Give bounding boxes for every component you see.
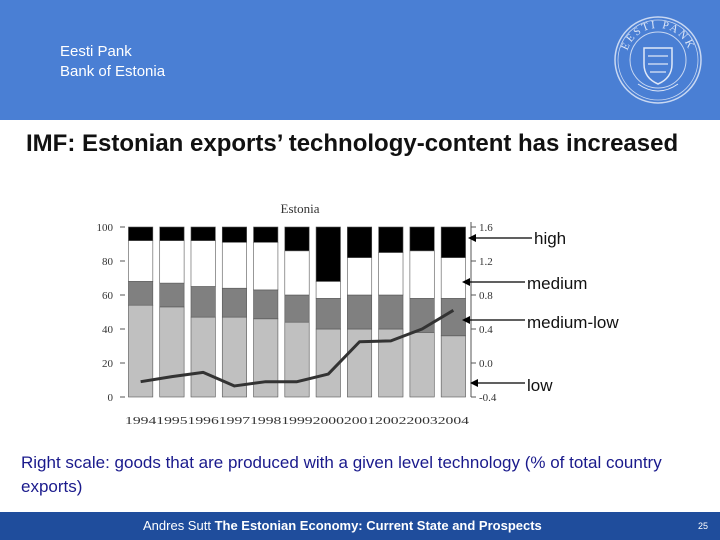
left-tick-label: 20	[102, 358, 114, 370]
left-axis: 100 80 60 40 20 0	[97, 222, 125, 404]
bar-segment-medium	[315, 281, 341, 299]
header-bar: Eesti Pank Bank of Estonia EESTI PANK	[0, 0, 720, 120]
bar-segment-medium-low	[378, 294, 404, 330]
bar-segment-low	[128, 304, 154, 398]
bar-segment-low	[190, 316, 216, 398]
trend-line-path	[140, 309, 455, 388]
left-tick-label: 80	[102, 256, 114, 268]
bar-segment-medium	[253, 242, 279, 291]
left-tick-label: 0	[108, 392, 114, 404]
bar-segment-medium	[159, 240, 185, 284]
org-name-english: Bank of Estonia	[60, 63, 166, 80]
x-tick-label: 1997	[219, 416, 250, 427]
tier-arrow-head	[470, 379, 478, 387]
bar-segment-medium-low	[284, 294, 310, 323]
tier-label-medium: medium	[527, 274, 587, 293]
footer-bar: Andres Sutt The Estonian Economy: Curren…	[0, 512, 720, 540]
bar-segment-low	[253, 318, 279, 398]
left-tick-label: 60	[102, 290, 114, 302]
right-axis: 1.6 1.2 0.8 0.4 0.0 -0.4	[470, 222, 497, 404]
x-tick-label: 1995	[156, 416, 187, 427]
right-tick-label: 1.2	[479, 256, 493, 268]
page-number: 25	[698, 521, 709, 531]
footer-presentation-title: The Estonian Economy: Current State and …	[214, 518, 542, 533]
bar-segment-high	[315, 226, 341, 282]
bar-segment-high	[409, 226, 435, 252]
bar-segment-medium-low	[409, 298, 435, 333]
footer-text: Andres Sutt The Estonian Economy: Curren…	[143, 518, 542, 533]
bar-segment-medium	[409, 250, 435, 299]
right-tick-label: 0.4	[479, 324, 493, 336]
right-scale-caption: Right scale: goods that are produced wit…	[21, 453, 662, 496]
bar-segment-medium	[190, 240, 216, 287]
right-tick-label: 1.6	[479, 222, 493, 234]
exports-technology-chart: Estonia 100 80 60 40 20 0 1.6 1.2 0.8 0.4 0.0 -0.4…	[97, 201, 620, 427]
bar-segment-high	[284, 226, 310, 252]
x-tick-label: 2001	[344, 416, 375, 427]
bar-segment-medium	[378, 252, 404, 296]
bar-segment-medium	[347, 257, 373, 296]
bar-segment-medium-low	[159, 282, 185, 308]
chart-title: Estonia	[281, 201, 320, 216]
tier-labels: high medium medium-low low	[462, 229, 619, 395]
bank-seal-logo: EESTI PANK	[614, 16, 702, 104]
tier-arrow-head	[462, 316, 470, 324]
bar-segment-medium-low	[190, 286, 216, 318]
bar-segment-high	[253, 226, 279, 243]
right-tick-label: 0.0	[479, 358, 493, 370]
bar-segment-low	[284, 321, 310, 398]
x-tick-label: 1999	[281, 416, 312, 427]
left-tick-label: 100	[97, 222, 114, 234]
footer-author: Andres Sutt	[143, 518, 211, 533]
bar-segment-low	[440, 335, 466, 398]
bar-segment-medium-low	[253, 289, 279, 320]
right-tick-label: -0.4	[479, 392, 497, 404]
x-tick-label: 1994	[125, 416, 157, 427]
bar-segment-high	[221, 226, 247, 243]
bar-segment-medium-low	[128, 281, 154, 306]
x-tick-label: 2002	[375, 416, 406, 427]
bar-segment-high	[378, 226, 404, 253]
bar-segment-low	[409, 332, 435, 398]
bar-segment-low	[159, 306, 185, 398]
bar-segment-high	[440, 226, 466, 258]
tier-label-medium-low: medium-low	[527, 313, 619, 332]
bar-segment-medium-low	[221, 287, 247, 318]
bar-segment-medium-low	[347, 294, 373, 330]
x-tick-label: 2004	[438, 416, 470, 427]
bar-segment-low	[315, 328, 341, 398]
left-tick-label: 40	[102, 324, 114, 336]
x-tick-label: 2003	[406, 416, 437, 427]
tier-arrow-head	[468, 234, 476, 242]
bar-segment-medium	[221, 242, 247, 289]
org-name-estonian: Eesti Pank	[60, 43, 132, 60]
slide-title: IMF: Estonian exports’ technology-conten…	[26, 130, 679, 157]
bar-segment-medium-low	[315, 298, 341, 330]
bar-segment-high	[190, 226, 216, 241]
tier-label-high: high	[534, 229, 566, 248]
bar-segment-medium	[440, 257, 466, 299]
x-tick-label: 1996	[188, 416, 219, 427]
tier-arrow-head	[462, 278, 470, 286]
stacked-bars	[128, 226, 466, 398]
bar-segment-high	[128, 226, 154, 241]
bar-segment-high	[347, 226, 373, 258]
tier-label-low: low	[527, 376, 553, 395]
bar-segment-medium-low	[440, 298, 466, 337]
x-tick-label: 1998	[250, 416, 281, 427]
org-name: Eesti Pank Bank of Estonia	[60, 42, 165, 82]
bar-segment-high	[159, 226, 185, 241]
trend-line	[140, 309, 455, 388]
bar-segment-medium	[284, 250, 310, 296]
x-tick-label: 2000	[313, 416, 344, 427]
bar-segment-low	[347, 328, 373, 398]
right-tick-label: 0.8	[479, 290, 493, 302]
bar-segment-medium	[128, 240, 154, 282]
